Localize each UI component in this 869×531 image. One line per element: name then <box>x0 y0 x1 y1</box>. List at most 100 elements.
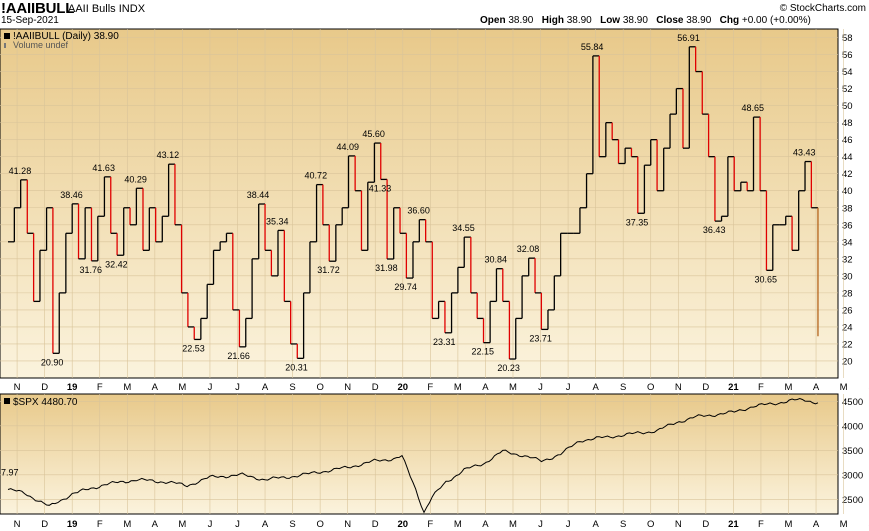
aaii-value-label: 20.90 <box>41 357 64 367</box>
aaii-value-label: 30.84 <box>484 255 507 265</box>
main-y-tick-label: 46 <box>842 135 853 146</box>
aaii-value-label: 23.71 <box>529 333 552 343</box>
spx-x-tick-label: M <box>123 519 131 530</box>
main-x-tick-label: M <box>785 382 793 393</box>
aaii-value-label: 29.74 <box>394 282 417 292</box>
main-x-tick-label: A <box>592 382 599 393</box>
aaii-value-label: 32.42 <box>105 259 128 269</box>
main-y-tick-label: 36 <box>842 220 853 231</box>
spx-x-tick-label: J <box>566 519 571 530</box>
aaii-value-label: 20.31 <box>285 362 308 372</box>
main-x-tick-label: D <box>41 382 48 393</box>
aaii-value-label: 36.60 <box>407 206 430 216</box>
main-x-tick-label: N <box>344 382 351 393</box>
main-y-tick-label: 28 <box>842 288 853 299</box>
aaii-value-label: 20.23 <box>497 363 520 373</box>
spx-x-tick-label: M <box>785 519 793 530</box>
main-x-tick-label: J <box>538 382 543 393</box>
aaii-value-label: 44.09 <box>337 142 360 152</box>
aaii-value-label: 45.60 <box>362 129 385 139</box>
spx-x-tick-label: S <box>620 519 626 530</box>
spx-x-tick-label: J <box>208 519 213 530</box>
symbol-title: !AAIIBULL <box>1 0 75 17</box>
main-y-tick-label: 26 <box>842 305 853 316</box>
aaii-value-label: 41.28 <box>9 166 32 176</box>
main-x-tick-label: N <box>14 382 21 393</box>
volume-legend-label: Volume undef <box>13 40 69 50</box>
main-x-tick-label: A <box>152 382 159 393</box>
main-x-tick-label: J <box>566 382 571 393</box>
main-y-tick-label: 42 <box>842 169 853 180</box>
main-y-tick-label: 58 <box>842 33 853 44</box>
main-x-tick-label: M <box>509 382 517 393</box>
spx-y-tick-label: 4000 <box>842 421 863 432</box>
main-panel-bg <box>0 28 839 379</box>
spx-x-tick-label: D <box>702 519 709 530</box>
main-x-tick-label: J <box>208 382 213 393</box>
main-x-tick-label: O <box>316 382 323 393</box>
main-x-tick-label: M <box>178 382 186 393</box>
main-y-tick-label: 32 <box>842 254 853 265</box>
spx-line <box>7 397 819 514</box>
aaii-value-label: 22.53 <box>182 343 205 353</box>
main-x-tick-label: F <box>427 382 433 393</box>
main-legend-swatch <box>4 33 10 39</box>
aaii-value-label: 30.65 <box>754 274 777 284</box>
main-x-tick-label: J <box>235 382 240 393</box>
quote-date: 15-Sep-2021 <box>1 15 59 26</box>
main-y-tick-label: 50 <box>842 101 853 112</box>
spx-y-tick-label: 3500 <box>842 446 863 457</box>
spx-panel-bg <box>0 393 839 515</box>
main-y-tick-label: 48 <box>842 118 853 129</box>
aaii-value-label: 56.91 <box>677 33 700 43</box>
spx-x-tick-label: S <box>289 519 295 530</box>
spx-x-tick-label: 20 <box>398 519 409 530</box>
main-y-tick-label: 38 <box>842 203 853 214</box>
aaii-value-label: 40.72 <box>305 171 328 181</box>
spx-legend-label: $SPX 4480.70 <box>13 397 78 408</box>
main-x-tick-label: S <box>289 382 295 393</box>
spx-x-tick-label: 19 <box>67 519 78 530</box>
main-x-tick-label: 20 <box>398 382 409 393</box>
symbol-name: AAII Bulls INDX <box>68 3 146 15</box>
spx-x-tick-label: N <box>14 519 21 530</box>
aaii-value-label: 21.66 <box>227 351 250 361</box>
main-y-tick-label: 40 <box>842 186 853 197</box>
aaii-value-label: 48.65 <box>742 103 765 113</box>
main-x-tick-label: D <box>702 382 709 393</box>
aaii-value-label: 38.44 <box>247 190 270 200</box>
main-x-tick-label: S <box>620 382 626 393</box>
main-y-tick-label: 20 <box>842 356 853 367</box>
aaii-value-label: 31.98 <box>375 263 398 273</box>
aaii-value-label: 36.43 <box>703 225 726 235</box>
aaii-value-label: 31.72 <box>317 265 340 275</box>
main-x-tick-label: M <box>123 382 131 393</box>
spx-x-tick-label: M <box>840 519 848 530</box>
aaii-value-label: 40.29 <box>124 174 147 184</box>
main-y-tick-label: 22 <box>842 339 853 350</box>
spx-x-tick-label: A <box>262 519 269 530</box>
main-y-tick-label: 54 <box>842 67 853 78</box>
spx-x-tick-label: D <box>41 519 48 530</box>
main-y-tick-label: 44 <box>842 152 853 163</box>
main-x-tick-label: F <box>97 382 103 393</box>
spx-x-tick-label: A <box>813 519 820 530</box>
main-x-tick-label: N <box>675 382 682 393</box>
spx-y-tick-label: 2500 <box>842 495 863 506</box>
main-x-tick-label: D <box>372 382 379 393</box>
aaii-value-label: 37.35 <box>626 217 649 227</box>
main-x-tick-label: A <box>482 382 489 393</box>
spx-x-tick-label: F <box>427 519 433 530</box>
volume-legend-swatch <box>4 43 6 48</box>
spx-x-tick-label: F <box>97 519 103 530</box>
stockcharts-credit[interactable]: © StockCharts.com <box>779 3 866 14</box>
chart-header: !AAIIBULL AAII Bulls INDX 15-Sep-2021 Op… <box>0 0 869 28</box>
main-y-tick-label: 34 <box>842 237 853 248</box>
main-y-tick-label: 30 <box>842 271 853 282</box>
spx-x-tick-label: N <box>344 519 351 530</box>
main-y-tick-label: 52 <box>842 84 853 95</box>
spx-x-tick-label: A <box>152 519 159 530</box>
main-x-tick-label: A <box>262 382 269 393</box>
main-x-tick-label: 19 <box>67 382 78 393</box>
